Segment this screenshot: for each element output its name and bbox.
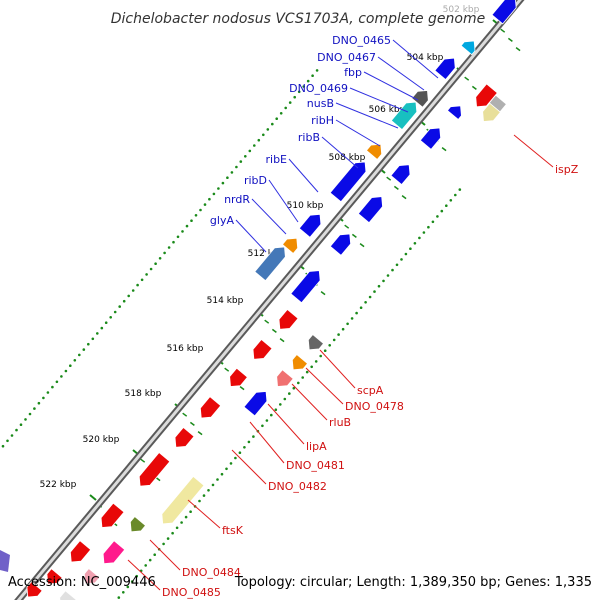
gene-arrow[interactable] [411,86,433,108]
ruler-tick-label: 514 kbp [207,296,244,306]
gene-label-dno_0465[interactable]: DNO_0465 [332,34,391,47]
gene-arrow[interactable] [157,475,205,528]
gene-arrow[interactable] [491,0,521,25]
gene-arrow[interactable] [288,353,309,375]
map-title: Dichelobacter nodosus VCS1703A, complete… [111,11,485,27]
gene-arrow[interactable] [55,590,77,600]
gene-label-dno_0482[interactable]: DNO_0482 [268,480,327,493]
genome-summary-text: Topology: circular; Length: 1,389,350 bp… [234,575,592,590]
ruler-tick-label: 522 kbp [40,480,77,490]
gene-arrow[interactable] [225,367,249,391]
gene-features [0,0,521,600]
gene-arrow[interactable] [329,229,355,256]
gene-arrow[interactable] [99,540,126,568]
gene-arrow[interactable] [22,581,43,600]
ruler-tick-label: 502 kbp [443,5,480,15]
gene-label-ribb[interactable]: ribB [298,131,320,144]
gene-label-scpa[interactable]: scpA [357,384,384,397]
gene-arrow[interactable] [281,234,302,255]
gene-label-nusb[interactable]: nusB [307,97,334,110]
gene-arrow[interactable] [97,502,125,532]
gene-arrow[interactable] [243,387,271,417]
gene-label-dno_0467[interactable]: DNO_0467 [317,51,376,64]
gene-label-ftsk[interactable]: ftsK [222,524,244,537]
ruler-tick-label: 510 kbp [287,201,324,211]
gene-label-ribe[interactable]: ribE [265,153,287,166]
gene-arrow[interactable] [365,140,386,161]
gene-label-ribh[interactable]: ribH [311,114,334,127]
ruler-tick-label: 520 kbp [83,435,120,445]
gene-label-dno_0484[interactable]: DNO_0484 [182,566,241,579]
gene-label-nrdr[interactable]: nrdR [224,193,250,206]
gene-arrow[interactable] [390,160,415,186]
gene-arrow[interactable] [446,101,465,121]
gc-skew-dots [1,69,462,599]
ruler-tick-label: 516 kbp [167,344,204,354]
ruler-tick-label: 518 kbp [125,389,162,399]
gene-arrow[interactable] [42,568,63,589]
gene-arrow[interactable] [478,102,502,126]
gene-arrow[interactable] [357,192,387,224]
gene-arrow[interactable] [135,451,171,491]
genome-backbone [14,0,525,600]
gene-arrow[interactable] [304,333,325,355]
gene-label-glya[interactable]: glyA [210,214,235,227]
ruler-tick-label: 504 kbp [407,53,444,63]
label-leader-lines [127,39,554,591]
gene-arrow[interactable] [249,338,273,363]
gene-arrow[interactable] [460,37,479,56]
ruler-tick-label: 512 kbp [248,249,285,259]
gene-label-ispz[interactable]: ispZ [555,163,579,176]
gene-arrow[interactable] [66,540,92,567]
gene-arrow[interactable] [419,123,445,150]
gene-arrow[interactable] [329,157,370,203]
gene-label-dno_0478[interactable]: DNO_0478 [345,400,404,413]
gene-label-ribd[interactable]: ribD [244,174,267,187]
gene-arrow[interactable] [80,567,101,589]
gene-label-fbp[interactable]: fbp [344,66,362,79]
gene-label-lipa[interactable]: lipA [306,440,327,453]
gene-label-rlub[interactable]: rluB [329,416,351,429]
gene-arrow[interactable] [196,396,222,423]
gene-arrow[interactable] [0,550,10,572]
gene-label-dno_0481[interactable]: DNO_0481 [286,459,345,472]
ruler-tick-label: 506 kbp [369,105,406,115]
gene-arrow[interactable] [390,98,421,131]
gene-label-dno_0469[interactable]: DNO_0469 [289,82,348,95]
gene-arrow[interactable] [126,515,147,537]
gene-arrow[interactable] [171,426,195,451]
gene-arrow[interactable] [290,266,325,304]
gene-arrow[interactable] [254,243,290,282]
gene-label-dno_0485[interactable]: DNO_0485 [162,586,221,599]
gene-arrow[interactable] [272,369,294,391]
accession-text: Accession: NC_009446 [8,575,156,590]
gene-arrow[interactable] [471,83,498,111]
gene-arrow[interactable] [275,308,299,333]
gene-arrow[interactable] [298,210,325,238]
gene-arrow[interactable] [434,54,460,81]
